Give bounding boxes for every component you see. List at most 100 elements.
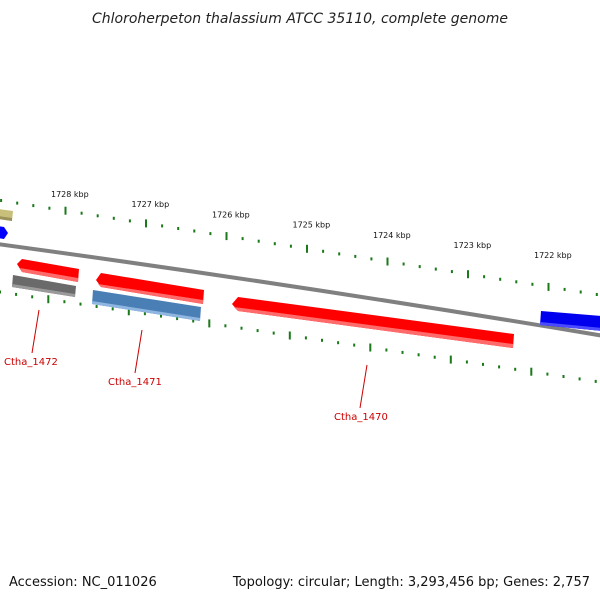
upper-track-minor-tick — [499, 277, 502, 281]
upper-track-major-tick — [225, 232, 228, 241]
lower-track-minor-tick — [304, 336, 307, 340]
upper-track-minor-tick — [193, 229, 196, 233]
upper-track-minor-tick — [112, 216, 115, 220]
gene-label-ctha-1472: Ctha_1472 — [4, 357, 58, 368]
genome-backbone — [0, 242, 600, 338]
upper-tick-track — [0, 199, 598, 296]
lower-track-minor-tick — [272, 331, 275, 335]
upper-track-minor-tick — [209, 232, 212, 236]
blue-feature[interactable] — [540, 311, 600, 331]
lower-tick-track — [0, 290, 597, 383]
lower-track-minor-tick — [256, 329, 259, 333]
upper-track-major-tick — [145, 219, 147, 228]
gene-ctha-1471[interactable]: Ctha_1471 — [96, 273, 204, 388]
upper-track-minor-tick — [370, 257, 373, 261]
lower-track-minor-tick — [433, 355, 436, 359]
lower-track-minor-tick — [546, 372, 549, 376]
steelblue-feature[interactable] — [92, 290, 201, 321]
upper-track-minor-tick — [579, 290, 582, 294]
upper-track-minor-tick — [0, 199, 3, 202]
lower-track-major-tick — [208, 319, 211, 328]
upper-track-minor-tick — [48, 206, 51, 210]
lower-track-minor-tick — [143, 312, 146, 316]
lower-track-minor-tick — [79, 302, 82, 306]
lower-track-minor-tick — [385, 348, 388, 352]
kbp-label: 1726 kbp — [212, 210, 250, 219]
upper-track-minor-tick — [402, 262, 405, 266]
lower-track-minor-tick — [160, 314, 162, 318]
lower-track-minor-tick — [337, 341, 340, 345]
lower-track-minor-tick — [482, 362, 484, 366]
upper-track-minor-tick — [16, 201, 19, 205]
lower-track-minor-tick — [417, 353, 420, 357]
upper-track-minor-tick — [531, 282, 534, 286]
lower-track-minor-tick — [0, 290, 1, 294]
kbp-label: 1725 kbp — [293, 221, 331, 230]
lower-track-minor-tick — [224, 324, 227, 328]
gene-label-ctha-1471: Ctha_1471 — [108, 377, 162, 388]
upper-track-minor-tick — [257, 239, 260, 243]
lower-track-minor-tick — [31, 295, 34, 299]
upper-track-minor-tick — [96, 214, 99, 218]
upper-track-major-tick — [386, 257, 389, 266]
upper-track-minor-tick — [161, 224, 164, 228]
lower-track-minor-tick — [562, 375, 565, 378]
lower-track-major-tick — [449, 355, 452, 364]
lower-track-minor-tick — [15, 292, 18, 296]
kbp-label: 1722 kbp — [534, 251, 572, 260]
upper-track-minor-tick — [595, 293, 598, 296]
lower-track-major-tick — [369, 343, 372, 352]
upper-track-minor-tick — [322, 249, 325, 253]
lower-track-minor-tick — [594, 379, 597, 383]
lower-track-minor-tick — [498, 365, 501, 369]
map-title: Chloroherpeton thalassium ATCC 35110, co… — [92, 11, 508, 27]
upper-track-major-tick — [467, 270, 469, 279]
gene-track: Ctha_1472 Ctha_1471 Ctha_1470 — [4, 259, 514, 423]
khaki-feature[interactable] — [0, 209, 13, 221]
upper-track-minor-tick — [483, 275, 486, 279]
lower-track-major-tick — [288, 331, 291, 340]
upper-track-minor-tick — [563, 287, 566, 291]
lower-track-minor-tick — [111, 307, 114, 311]
kbp-label: 1728 kbp — [51, 190, 89, 199]
upper-track-minor-tick — [177, 227, 180, 230]
topology-text: Topology: circular; Length: 3,293,456 bp… — [232, 575, 590, 590]
upper-track-minor-tick — [434, 267, 437, 271]
kbp-label: 1723 kbp — [454, 241, 492, 250]
upper-track-minor-tick — [289, 244, 292, 248]
upper-track-minor-tick — [338, 252, 341, 256]
lower-track-minor-tick — [465, 360, 468, 364]
lower-track-major-tick — [530, 367, 533, 376]
lower-track-major-tick — [127, 307, 130, 316]
lower-track-minor-tick — [401, 350, 404, 354]
lower-track-minor-tick — [353, 343, 356, 347]
upper-track-minor-tick — [128, 219, 131, 223]
feature-track — [0, 209, 600, 331]
blue-arrow-feature[interactable] — [0, 226, 8, 239]
lower-track-minor-tick — [95, 305, 98, 308]
kbp-label: 1727 kbp — [132, 200, 170, 209]
gene-ctha-1470[interactable]: Ctha_1470 — [232, 297, 514, 423]
kbp-label-group: 1728 kbp 1727 kbp 1726 kbp 1725 kbp 1724 kbp… — [51, 190, 572, 260]
upper-track-minor-tick — [32, 204, 35, 208]
upper-track-minor-tick — [354, 254, 357, 258]
lower-track-minor-tick — [192, 319, 195, 323]
lower-track-minor-tick — [240, 326, 243, 330]
gray-feature[interactable] — [12, 275, 76, 297]
lower-track-minor-tick — [321, 338, 323, 342]
kbp-label: 1724 kbp — [373, 231, 411, 240]
upper-track-minor-tick — [273, 242, 276, 246]
lower-track-minor-tick — [176, 317, 179, 321]
upper-track-minor-tick — [241, 237, 244, 241]
gene-ctha-1472[interactable]: Ctha_1472 — [4, 259, 79, 368]
upper-track-major-tick — [306, 244, 308, 253]
accession-text: Accession: NC_011026 — [9, 575, 157, 590]
upper-track-minor-tick — [515, 280, 518, 284]
lower-track-minor-tick — [63, 300, 66, 304]
upper-track-major-tick — [64, 206, 67, 215]
upper-track-minor-tick — [450, 270, 453, 274]
lower-track-minor-tick — [578, 377, 581, 381]
upper-track-minor-tick — [80, 211, 83, 215]
upper-track-minor-tick — [418, 265, 421, 269]
